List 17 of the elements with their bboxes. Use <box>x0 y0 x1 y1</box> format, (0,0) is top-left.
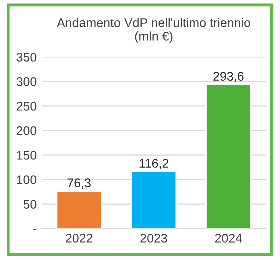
bar <box>206 84 252 229</box>
x-tick-label: 2024 <box>215 234 242 243</box>
bar <box>56 190 102 229</box>
data-label: 293,6 <box>214 72 244 82</box>
y-tick-label: 300 <box>16 78 37 86</box>
chart-title: Andamento VdP nell'ultimo triennio (mln €) <box>57 18 250 44</box>
y-tick-label: 200 <box>16 126 37 136</box>
y-tick-label: 150 <box>17 151 37 160</box>
y-tick-label: 350 <box>16 53 37 62</box>
data-label: 116,2 <box>140 159 169 170</box>
x-tick-label: 2023 <box>140 234 168 243</box>
bar <box>130 171 178 229</box>
x-tick-label: 2022 <box>66 234 93 243</box>
y-tick-label: 250 <box>16 102 37 111</box>
y-tick-label: 100 <box>17 176 37 184</box>
data-label: 76,3 <box>68 178 91 190</box>
y-tick-label: 50 <box>24 200 37 209</box>
